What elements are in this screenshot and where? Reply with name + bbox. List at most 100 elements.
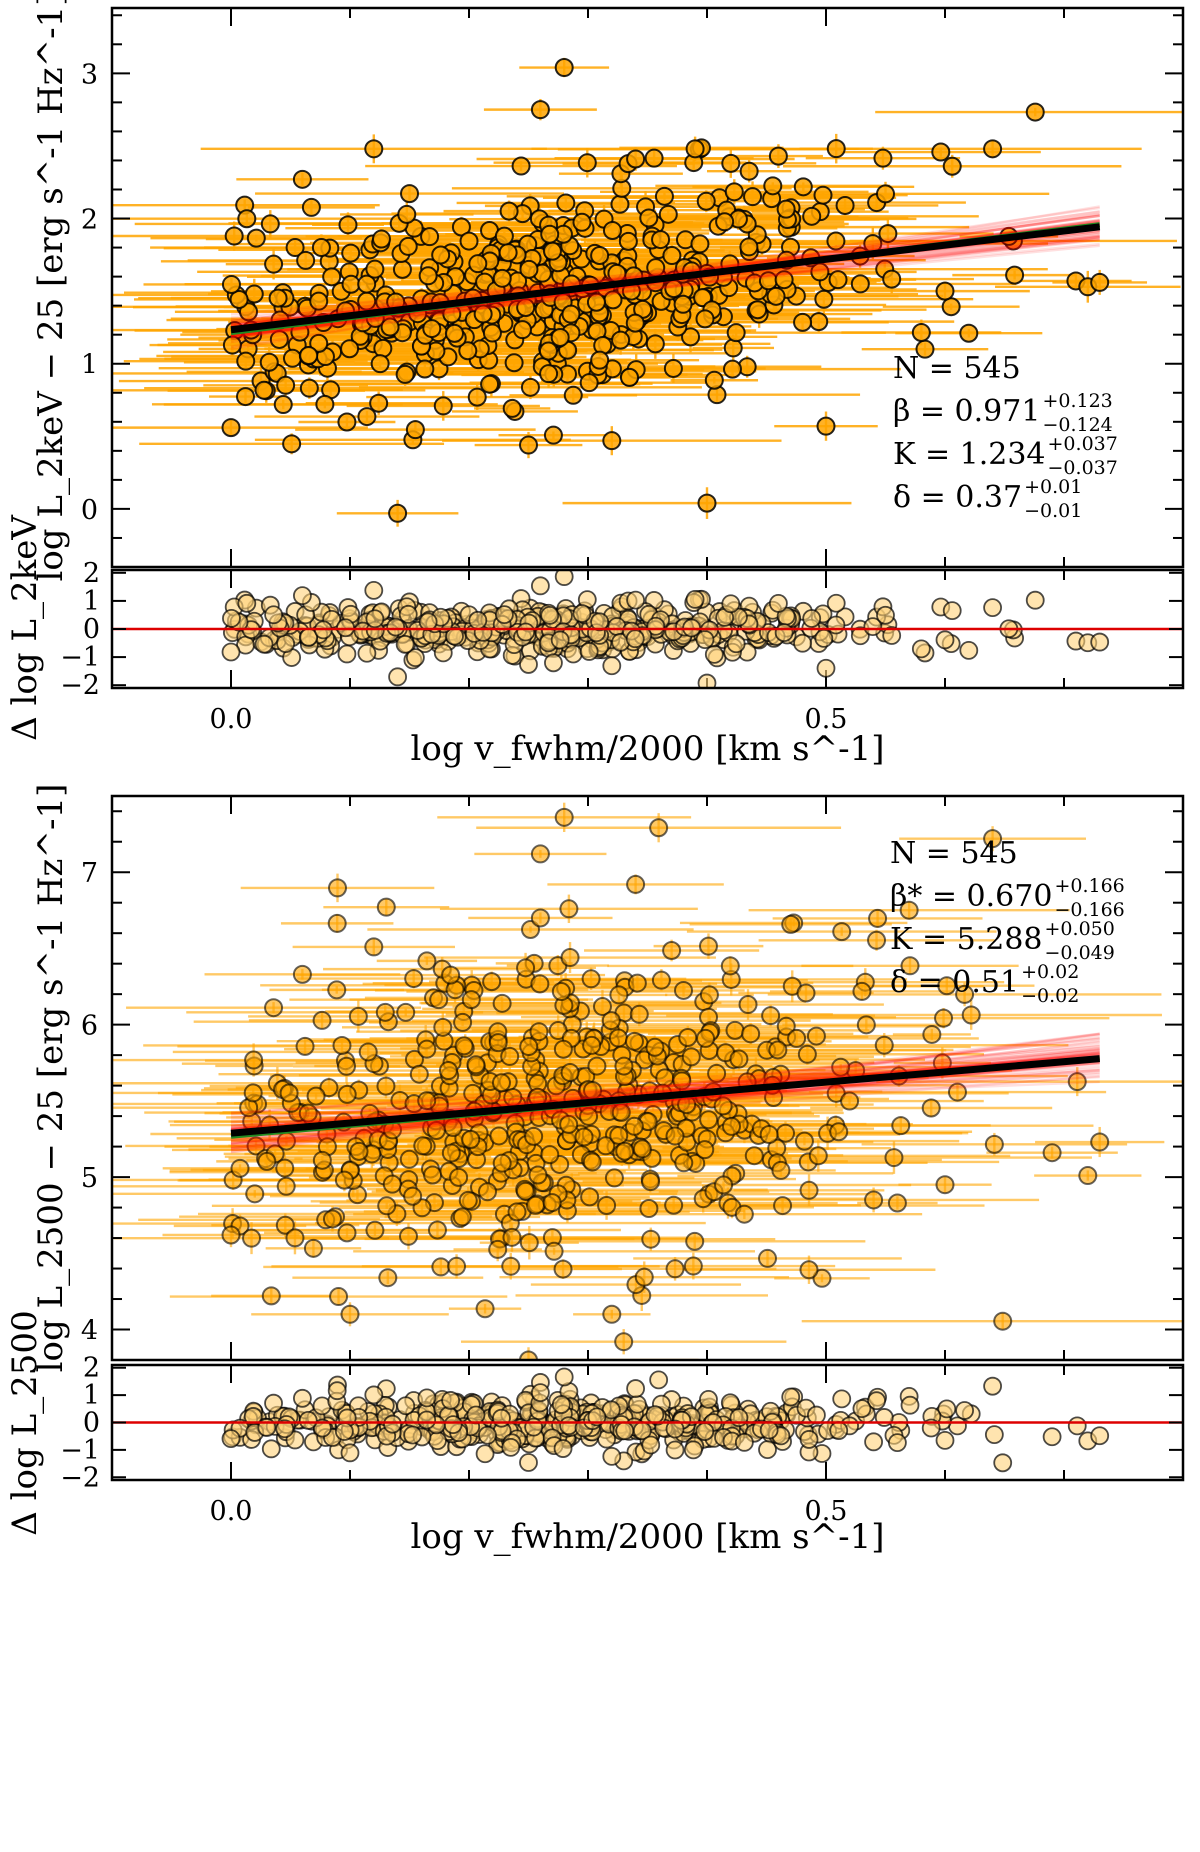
data-point — [473, 304, 493, 324]
data-point — [696, 1028, 716, 1048]
data-point — [431, 245, 451, 265]
posterior-line — [230, 1053, 1100, 1127]
best-fit-line — [230, 223, 1101, 334]
data-point — [515, 1181, 535, 1201]
data-point — [672, 1071, 692, 1091]
data-point — [222, 335, 242, 355]
data-point — [629, 1004, 649, 1024]
data-point — [793, 177, 813, 197]
data-point — [673, 294, 693, 314]
annotation-sup: +0.037 — [1048, 433, 1118, 455]
data-point — [651, 230, 671, 250]
data-point — [734, 1204, 754, 1224]
y-tick-label: 7 — [81, 858, 98, 889]
data-point — [303, 1238, 323, 1258]
res-y-tick-label: 2 — [83, 1353, 100, 1384]
data-point — [420, 227, 440, 247]
residual-point — [478, 1425, 497, 1445]
data-point — [539, 364, 559, 384]
residual-point — [327, 1381, 347, 1401]
data-point — [796, 983, 816, 1003]
data-point — [876, 184, 895, 204]
data-point — [221, 1225, 241, 1245]
residual-point — [428, 1431, 447, 1451]
data-point — [781, 914, 801, 934]
data-point — [681, 1047, 701, 1067]
data-point — [337, 412, 357, 432]
data-point — [768, 146, 788, 166]
data-point — [337, 1056, 357, 1076]
data-point — [935, 1175, 955, 1195]
data-point — [438, 1061, 458, 1081]
data-point — [516, 958, 536, 978]
data-point — [685, 139, 705, 159]
data-point — [627, 973, 647, 993]
posterior-line — [230, 1047, 1100, 1124]
residual-point — [264, 1393, 283, 1413]
data-point — [322, 1209, 342, 1229]
data-point — [369, 393, 389, 413]
data-point — [697, 493, 717, 513]
residual-point — [221, 642, 241, 662]
residual-point — [697, 673, 717, 688]
residual-point — [550, 630, 570, 650]
data-point — [695, 309, 715, 329]
data-point — [561, 304, 581, 324]
residual-point — [911, 639, 931, 659]
residual-point — [615, 1421, 635, 1441]
data-point — [550, 327, 570, 347]
data-point — [714, 1175, 734, 1195]
data-point — [615, 1141, 635, 1161]
data-point — [340, 1304, 360, 1324]
residual-point — [275, 1419, 295, 1439]
residual-point — [826, 593, 846, 613]
data-point — [602, 1304, 622, 1324]
data-point — [544, 1241, 564, 1261]
data-point — [542, 1193, 562, 1213]
data-point — [413, 1136, 433, 1156]
data-point — [626, 874, 646, 894]
residual-point — [1025, 590, 1045, 610]
data-point — [574, 1127, 594, 1147]
data-point — [776, 1016, 796, 1036]
residual-point — [553, 1439, 573, 1458]
posterior-line — [230, 1052, 1100, 1131]
data-point — [348, 1006, 368, 1026]
data-point — [327, 980, 347, 1000]
data-point — [309, 333, 329, 353]
data-point — [674, 1153, 694, 1173]
residual-point — [1067, 1416, 1087, 1436]
annotation-sub: −0.049 — [1045, 942, 1115, 964]
data-point — [475, 1299, 495, 1319]
data-point — [315, 394, 335, 414]
res-y-tick-label: −1 — [60, 1435, 100, 1466]
data-point — [608, 1028, 628, 1048]
data-point — [649, 818, 669, 838]
data-point — [468, 254, 488, 274]
posterior-line — [230, 1061, 1100, 1144]
residual-point — [882, 626, 902, 645]
residual-point — [876, 605, 895, 625]
data-point — [221, 418, 241, 438]
posterior-line — [230, 1045, 1100, 1116]
residual-point — [396, 1396, 416, 1416]
data-point — [864, 1190, 884, 1210]
annotation-sup: +0.02 — [1021, 961, 1079, 983]
data-point — [581, 969, 601, 989]
data-point — [259, 352, 279, 372]
residual-point — [276, 634, 296, 653]
residual-point — [799, 1430, 819, 1449]
data-point — [828, 270, 848, 290]
data-point — [365, 259, 385, 279]
data-point — [275, 1215, 295, 1235]
data-point — [477, 1182, 497, 1202]
data-point — [264, 254, 284, 274]
data-point — [662, 246, 682, 266]
data-point — [793, 312, 813, 332]
data-point — [528, 1165, 548, 1185]
annotation-sub: −0.02 — [1021, 985, 1079, 1007]
y-tick-label: 6 — [81, 1011, 98, 1042]
residual-point — [445, 626, 464, 646]
residual-point — [935, 1430, 955, 1450]
